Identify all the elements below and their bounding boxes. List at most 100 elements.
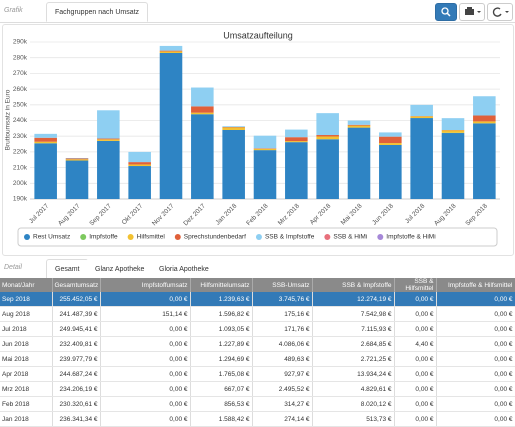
x-tick-label: Nov 2017 — [151, 202, 176, 227]
bar-segment — [66, 161, 89, 199]
y-tick-label: 200k — [13, 180, 28, 187]
table-cell: Aug 2018 — [0, 307, 52, 322]
table-cell: 0,00 € — [100, 292, 190, 307]
table-cell: Feb 2018 — [0, 397, 52, 412]
table-cell: 0,00 € — [100, 412, 190, 427]
table-cell: 1.588,42 € — [190, 412, 252, 427]
y-tick-label: 220k — [13, 149, 28, 156]
bar-segment — [34, 138, 57, 142]
bar-segment — [410, 118, 433, 199]
table-cell: Jan 2018 — [0, 412, 52, 427]
y-tick-label: 240k — [13, 117, 28, 124]
chart-title: Umsatzaufteilung — [223, 30, 293, 40]
table-cell: 0,00 € — [436, 367, 515, 382]
bar-segment — [160, 51, 183, 53]
table-cell: 1.765,08 € — [190, 367, 252, 382]
bar-segment — [128, 166, 151, 199]
column-header: SSB & Hilfsmittel — [394, 278, 436, 292]
bar-segment — [160, 53, 183, 199]
bar-segment — [222, 126, 245, 127]
table-cell: 230.320,61 € — [52, 397, 100, 412]
x-tick-label: Sep 2018 — [464, 202, 489, 227]
legend-swatch — [128, 234, 134, 240]
table-cell: 0,00 € — [100, 382, 190, 397]
bar-segment — [316, 113, 339, 135]
table-cell: 0,00 € — [394, 367, 436, 382]
x-tick-label: Aug 2017 — [57, 202, 82, 227]
table-cell: 1.239,63 € — [190, 292, 252, 307]
table-cell: 0,00 € — [100, 337, 190, 352]
table-cell: 513,73 € — [312, 412, 394, 427]
legend-swatch — [80, 234, 86, 240]
legend-label: SSB & Impfstoffe — [265, 234, 315, 241]
table-cell: 1.596,82 € — [190, 307, 252, 322]
table-cell: Jul 2018 — [0, 322, 52, 337]
table-cell: 151,14 € — [100, 307, 190, 322]
table-cell: 0,00 € — [394, 382, 436, 397]
table-cell: 0,00 € — [436, 322, 515, 337]
table-cell: 0,00 € — [394, 352, 436, 367]
panel-label: Detail — [4, 264, 22, 271]
bar-segment — [66, 159, 89, 160]
bar-segment — [316, 135, 339, 136]
x-tick-label: Feb 2018 — [245, 202, 270, 227]
legend-label: Impfstoffe & HiMi — [386, 234, 435, 241]
table-cell: 0,00 € — [394, 292, 436, 307]
y-tick-label: 210k — [13, 164, 28, 171]
table-cell: 667,07 € — [190, 382, 252, 397]
x-tick-label: Okt 2017 — [121, 202, 145, 226]
table-cell: 7.115,93 € — [312, 322, 394, 337]
bar-segment — [348, 125, 371, 126]
x-tick-label: Jan 2018 — [214, 202, 238, 226]
y-tick-label: 250k — [13, 102, 28, 109]
bar-segment — [285, 130, 308, 138]
bar-segment — [316, 139, 339, 199]
legend-swatch — [324, 234, 330, 240]
bar-segment — [254, 150, 277, 199]
tab[interactable]: Glanz Apotheke — [86, 259, 153, 279]
table-cell: 0,00 € — [436, 397, 515, 412]
bar-segment — [254, 149, 277, 150]
bar-segment — [442, 130, 465, 133]
table-cell: 236.341,34 € — [52, 412, 100, 427]
column-header: Impfstoffumsatz — [100, 278, 190, 292]
table-cell: 0,00 € — [436, 307, 515, 322]
column-header: Gesamtumsatz — [52, 278, 100, 292]
detail-tabbar: Detail Gesamt Glanz Apotheke Gloria Apot… — [0, 257, 515, 280]
x-tick-label: Mai 2018 — [340, 202, 364, 226]
table-cell: 1.227,89 € — [190, 337, 252, 352]
table-cell: 232.409,81 € — [52, 337, 100, 352]
table-cell: 12.274,19 € — [312, 292, 394, 307]
table-cell: 314,27 € — [252, 397, 312, 412]
bar-segment — [34, 142, 57, 144]
tab[interactable]: Gesamt — [46, 259, 89, 279]
table-cell: 0,00 € — [100, 367, 190, 382]
bar-segment — [442, 118, 465, 130]
bar-segment — [285, 141, 308, 142]
bar-segment — [410, 105, 433, 116]
bar-segment — [285, 142, 308, 199]
table-cell: 2.495,52 € — [252, 382, 312, 397]
table-cell: Jun 2018 — [0, 337, 52, 352]
table-cell: 171,76 € — [252, 322, 312, 337]
bar-segment — [410, 116, 433, 118]
legend-swatch — [175, 234, 181, 240]
legend-label: Sprechstundenbedarf — [184, 234, 246, 241]
table-cell: 0,00 € — [100, 397, 190, 412]
column-header: SSB-Umsatz — [252, 278, 312, 292]
x-tick-label: Jul 2017 — [28, 202, 51, 225]
bar-segment — [97, 139, 120, 141]
tab[interactable]: Gloria Apotheke — [150, 259, 218, 279]
table-cell: 234.206,19 € — [52, 382, 100, 397]
x-tick-label: Sep 2017 — [88, 202, 113, 227]
